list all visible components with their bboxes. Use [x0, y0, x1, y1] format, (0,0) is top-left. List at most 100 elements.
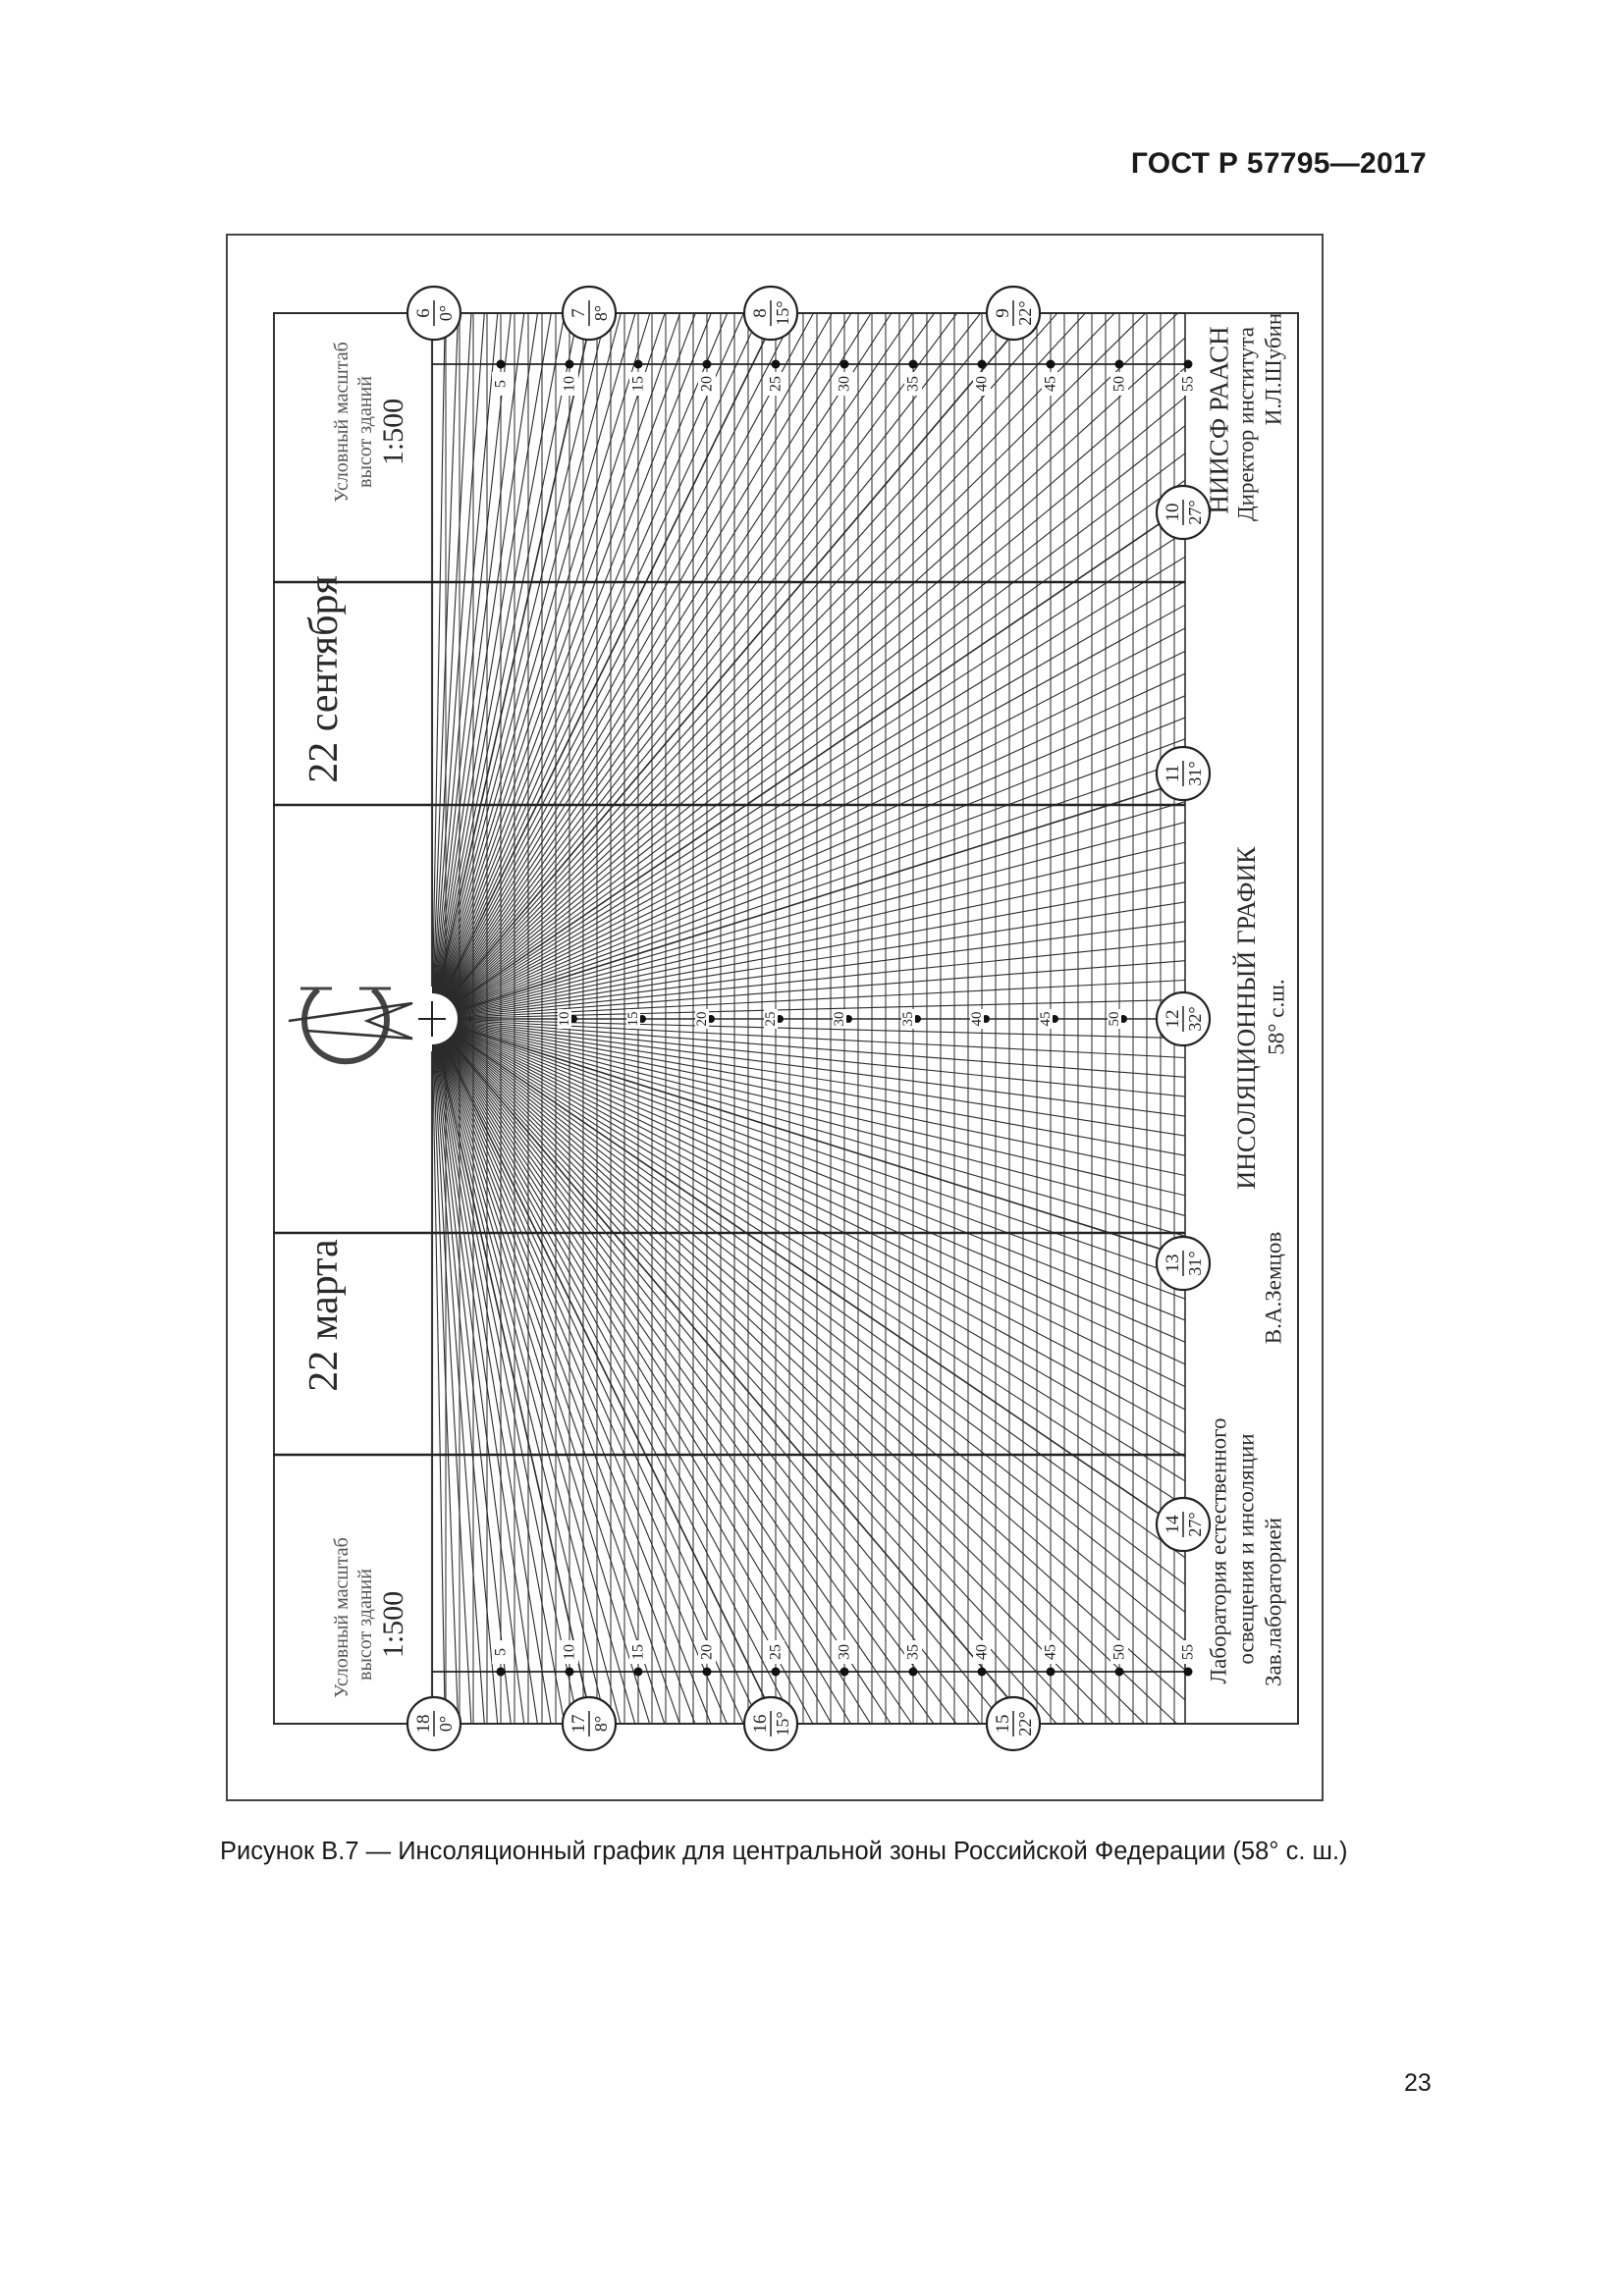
hour-marker: 9 22° — [985, 285, 1042, 342]
middle-distance-label: 15 — [625, 1012, 641, 1027]
shadow-line — [432, 313, 608, 1020]
sun-altitude-label: 0° — [436, 305, 456, 321]
hour-marker: 11 31° — [1155, 745, 1212, 802]
shadow-line — [432, 313, 712, 1020]
shadow-line — [432, 313, 594, 1020]
hour-marker-text: 18 0° — [413, 1711, 456, 1736]
shadow-line — [432, 1018, 957, 1724]
date-label-march: 22 марта — [301, 1239, 347, 1392]
top-distance-scale-label-bg — [492, 372, 510, 396]
shadow-line — [432, 1018, 446, 1724]
sun-altitude-label: 0° — [436, 1716, 456, 1732]
hour-marker-text: 16 15° — [750, 1711, 792, 1736]
hour-marker-text: 13 31° — [1163, 1251, 1205, 1276]
hour-marker: 18 0° — [406, 1695, 462, 1752]
shadow-line — [432, 1018, 1185, 1156]
shadow-line — [432, 1018, 680, 1724]
scale-ratio-top: 1:500 — [377, 398, 409, 466]
shadow-line — [432, 650, 1185, 1020]
bottom-distance-scale-dot — [908, 1667, 918, 1677]
shadow-line — [432, 1018, 1185, 1482]
hour-label: 14 — [1163, 1515, 1183, 1534]
shadow-line — [432, 313, 761, 1020]
middle-distance-label: 35 — [900, 1012, 916, 1027]
shadow-line — [432, 1018, 1114, 1724]
top-distance-scale-label: 50 — [1111, 376, 1128, 392]
shadow-line — [432, 1018, 779, 1724]
hour-marker-text: 15 22° — [993, 1711, 1035, 1736]
shadow-line — [432, 1018, 833, 1724]
figure-outer-frame — [226, 234, 1324, 1801]
shadow-line — [432, 1018, 1057, 1724]
sun-altitude-label: 15° — [773, 300, 792, 325]
shadow-line — [432, 1018, 566, 1724]
hour-label: 15 — [993, 1715, 1013, 1734]
bottom-distance-scale-label-bg — [492, 1640, 510, 1664]
shadow-line — [432, 1018, 472, 1724]
bottom-distance-scale-label-bg — [904, 1640, 922, 1664]
shadow-line — [432, 940, 1185, 1020]
top-distance-scale-label: 5 — [493, 380, 510, 388]
shadow-line — [432, 861, 1185, 1020]
hour-label: 17 — [568, 1715, 589, 1734]
top-distance-scale-dot — [977, 359, 987, 369]
shadow-line — [432, 695, 1185, 1020]
shadow-line — [432, 313, 1058, 1020]
shadow-line — [432, 313, 893, 1020]
shadow-line — [432, 556, 1185, 1020]
bottom-distance-scale-label: 5 — [493, 1648, 510, 1656]
shadow-line — [432, 1018, 1185, 1507]
top-distance-scale-dot — [565, 359, 574, 369]
shadow-line — [432, 1018, 1185, 1321]
hour-marker: 10 27° — [1155, 484, 1212, 541]
shadow-line — [432, 453, 1185, 1020]
institute-director-name: И.Л.Шубин — [1261, 312, 1286, 426]
top-distance-scale-label-bg — [1042, 372, 1059, 396]
shadow-line — [432, 717, 1185, 1020]
top-distance-scale-label-bg — [836, 372, 853, 396]
scale-ratio-bottom: 1:500 — [377, 1590, 409, 1659]
shadow-line — [432, 1018, 795, 1724]
middle-distance-label-bg — [1039, 1009, 1053, 1029]
bottom-distance-scale-label-bg — [1042, 1640, 1059, 1664]
bottom-distance-scale-label: 50 — [1111, 1644, 1128, 1660]
middle-distance-label-bg — [1108, 1009, 1121, 1029]
shadow-line — [432, 313, 936, 1020]
shadow-line — [432, 580, 1185, 1020]
top-distance-scale-dot — [839, 359, 849, 369]
top-distance-scale-label-bg — [973, 372, 991, 396]
shadow-line — [432, 1018, 651, 1724]
laboratory-line2: освещения и инсоляции — [1233, 1433, 1259, 1665]
page-number: 23 — [1404, 2069, 1432, 2097]
top-distance-scale-label: 25 — [768, 376, 785, 392]
laboratory-line1: Лаборатория естественного — [1206, 1417, 1231, 1684]
sun-altitude-label: 22° — [1015, 1711, 1035, 1735]
shadow-line — [432, 1018, 1185, 1613]
hour-marker: 15 22° — [985, 1695, 1042, 1752]
bottom-distance-scale-label-bg — [629, 1640, 647, 1664]
hour-label: 6 — [413, 308, 434, 318]
top-distance-scale-label: 15 — [630, 376, 647, 392]
middle-distance-label-bg — [764, 1009, 778, 1029]
sun-altitude-label: 27° — [1185, 500, 1205, 524]
scale-label-top-line2: высот зданий — [354, 376, 376, 488]
bottom-distance-scale-dot — [565, 1667, 574, 1677]
shadow-line — [432, 1018, 1185, 1388]
shadow-line — [432, 313, 539, 1020]
shadow-line — [432, 738, 1185, 1020]
shadow-line — [432, 1018, 712, 1724]
shadow-line — [432, 313, 796, 1020]
shadow-line — [432, 1018, 1146, 1724]
shadow-line — [432, 313, 779, 1020]
hour-marker: 17 8° — [561, 1695, 618, 1752]
shadow-line — [432, 1018, 1185, 1197]
shadow-line — [432, 313, 814, 1020]
shadow-line — [432, 1018, 696, 1724]
bottom-distance-scale-label: 15 — [630, 1644, 647, 1660]
bottom-distance-scale-label: 10 — [562, 1644, 578, 1660]
shadow-line — [432, 801, 1185, 1020]
hour-marker: 16 15° — [742, 1695, 799, 1752]
hour-label: 10 — [1163, 504, 1183, 522]
shadow-line — [432, 1018, 499, 1724]
